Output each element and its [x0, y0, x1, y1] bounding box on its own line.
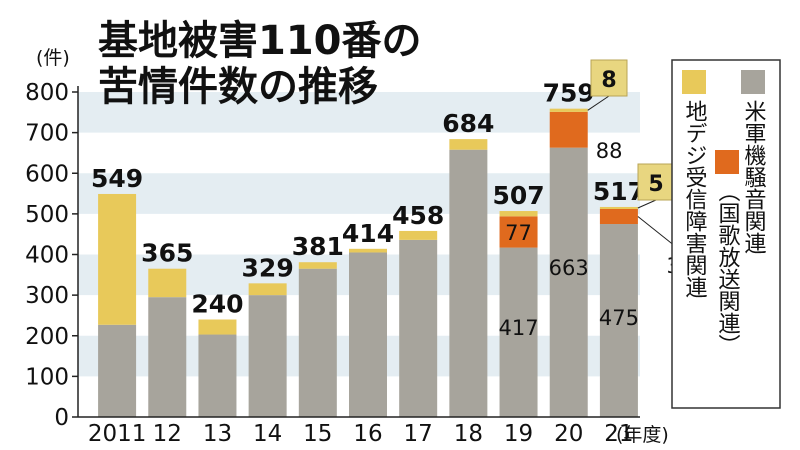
legend-label-anthem: （国歌放送関連） [715, 180, 741, 356]
total-label: 329 [242, 253, 294, 282]
legend-frame [671, 59, 781, 409]
y-axis-unit: (件) [36, 47, 70, 69]
bar-digital [298, 262, 337, 269]
total-label: 458 [392, 201, 444, 230]
total-label: 240 [191, 290, 243, 319]
bar-military [399, 239, 438, 417]
total-label: 381 [292, 232, 344, 261]
segment-label-anthem: 77 [505, 221, 532, 245]
y-tick-label: 600 [25, 161, 69, 187]
bar-military [198, 334, 237, 417]
bar-digital [148, 268, 187, 298]
bar-anthem [549, 111, 588, 148]
segment-label-anthem: 88 [596, 139, 623, 163]
bar-military [98, 324, 137, 417]
x-tick-label: 16 [353, 421, 382, 447]
total-label: 684 [442, 109, 494, 138]
bar-anthem [499, 216, 538, 248]
bar-military [549, 147, 588, 417]
y-tick-label: 0 [54, 405, 69, 431]
y-tick-label: 400 [25, 243, 69, 269]
bar-digital [399, 230, 438, 240]
bar-digital [549, 108, 588, 112]
total-label: 414 [342, 219, 394, 248]
bar-military [248, 295, 287, 417]
segment-label-military: 475 [599, 306, 639, 330]
legend-swatch-anthem [715, 150, 739, 174]
bar-digital [98, 193, 137, 325]
x-tick-label: 12 [153, 421, 182, 447]
total-label: 549 [91, 164, 143, 193]
x-tick-label: 19 [504, 421, 533, 447]
bar-military [298, 268, 337, 417]
x-tick-label: 13 [203, 421, 232, 447]
legend-label-military: 米軍機騒音関連 [741, 100, 767, 254]
bar-military [599, 224, 638, 417]
total-label: 759 [543, 79, 595, 108]
bar-anthem [599, 209, 638, 225]
x-tick-label: 18 [454, 421, 483, 447]
x-tick-label: 2011 [88, 421, 147, 447]
grid-band [78, 173, 640, 214]
bar-digital [499, 211, 538, 217]
callout-box [590, 59, 628, 97]
x-tick-label: 17 [404, 421, 433, 447]
callout-leader-line [587, 95, 610, 111]
bar-military [449, 149, 488, 417]
bars [98, 108, 638, 417]
y-tick-label: 200 [25, 324, 69, 350]
y-tick-label: 100 [25, 364, 69, 390]
x-tick-label: 20 [554, 421, 583, 447]
x-tick-label: 14 [253, 421, 282, 447]
x-axis-unit: (年度) [616, 424, 669, 446]
callout-box [637, 163, 675, 201]
y-tick-label: 800 [25, 80, 69, 106]
callout-leader-line [637, 199, 657, 209]
legend: 米軍機騒音関連 （国歌放送関連） 地デジ受信障害関連 [671, 59, 781, 409]
bar-digital [599, 206, 638, 209]
bar-military [349, 252, 387, 417]
x-tick-label: 21 [604, 421, 633, 447]
legend-swatch-digital [682, 70, 706, 94]
bar-digital [349, 248, 387, 253]
y-tick-label: 500 [25, 202, 69, 228]
y-tick-label: 700 [25, 121, 69, 147]
x-tick-label: 15 [303, 421, 332, 447]
bar-military [148, 297, 187, 417]
legend-label-digital: 地デジ受信障害関連 [682, 100, 708, 298]
chart-title-line-1: 基地被害110番の [98, 18, 422, 64]
bar-digital [248, 283, 287, 296]
total-label: 517 [593, 177, 645, 206]
segment-label-military: 417 [498, 316, 538, 340]
bar-military [499, 247, 538, 417]
chart-title-line-2: 苦情件数の推移 [98, 64, 378, 110]
bar-digital [449, 139, 488, 150]
total-label: 507 [492, 181, 544, 210]
y-tick-label: 300 [25, 283, 69, 309]
total-label: 365 [141, 239, 193, 268]
legend-swatch-military [741, 70, 765, 94]
axes: 0 100 200 300 400 500 600 700 800 2011 12 13 14 15 16 1… [25, 80, 640, 447]
grid-band [78, 92, 640, 133]
bar-digital [198, 319, 237, 335]
segment-label-military: 663 [549, 256, 589, 280]
callout-label: 8 [601, 68, 616, 93]
callout-label: 5 [648, 172, 663, 197]
